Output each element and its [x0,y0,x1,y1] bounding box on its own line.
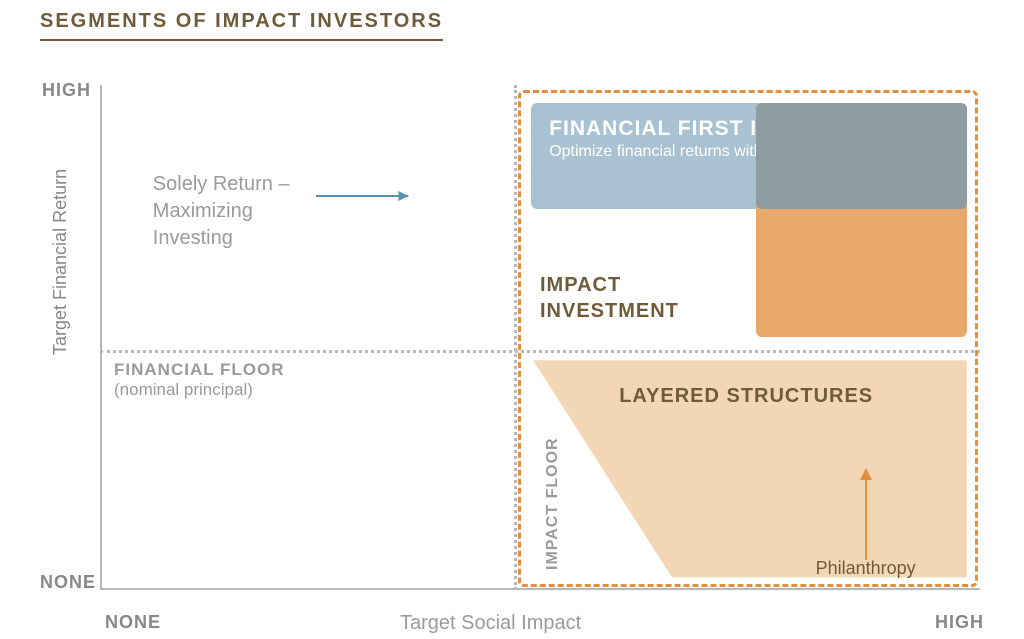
annotation-arrow-icon [311,181,423,211]
financial-floor-label: FINANCIAL FLOOR (nominal principal) [114,360,285,400]
y-axis-title: Target Financial Return [50,169,71,355]
philanthropy-arrow-icon [851,464,881,570]
financial-floor-text: FINANCIAL FLOOR [114,360,285,380]
x-axis-high-label: HIGH [935,612,984,633]
solely-return-annotation: Solely Return – Maximizing Investing [153,171,290,252]
impact-investment-line2: INVESTMENT [540,300,679,322]
x-axis-none-label: NONE [105,612,161,633]
philanthropy-label: Philanthropy [816,558,916,579]
impact-investment-line1: IMPACT [540,274,621,296]
impact-floor-label: IMPACT FLOOR [544,437,562,570]
layered-structures-label: LAYERED STRUCTURES [619,385,873,408]
x-axis-title: Target Social Impact [400,612,581,635]
annotation-line3: Investing [153,227,233,249]
overlap-region [756,103,967,209]
annotation-line1: Solely Return – [153,173,290,195]
diagram-title: SEGMENTS OF IMPACT INVESTORS [40,10,443,41]
chart-area: FINANCIAL FIRST INVESTORS Optimize finan… [100,85,980,590]
y-axis-high-label: HIGH [42,80,91,101]
annotation-line2: Maximizing [153,200,253,222]
impact-investment-label: IMPACT INVESTMENT [540,272,679,324]
financial-floor-subtext: (nominal principal) [114,380,285,400]
y-axis-none-label: NONE [40,572,96,593]
